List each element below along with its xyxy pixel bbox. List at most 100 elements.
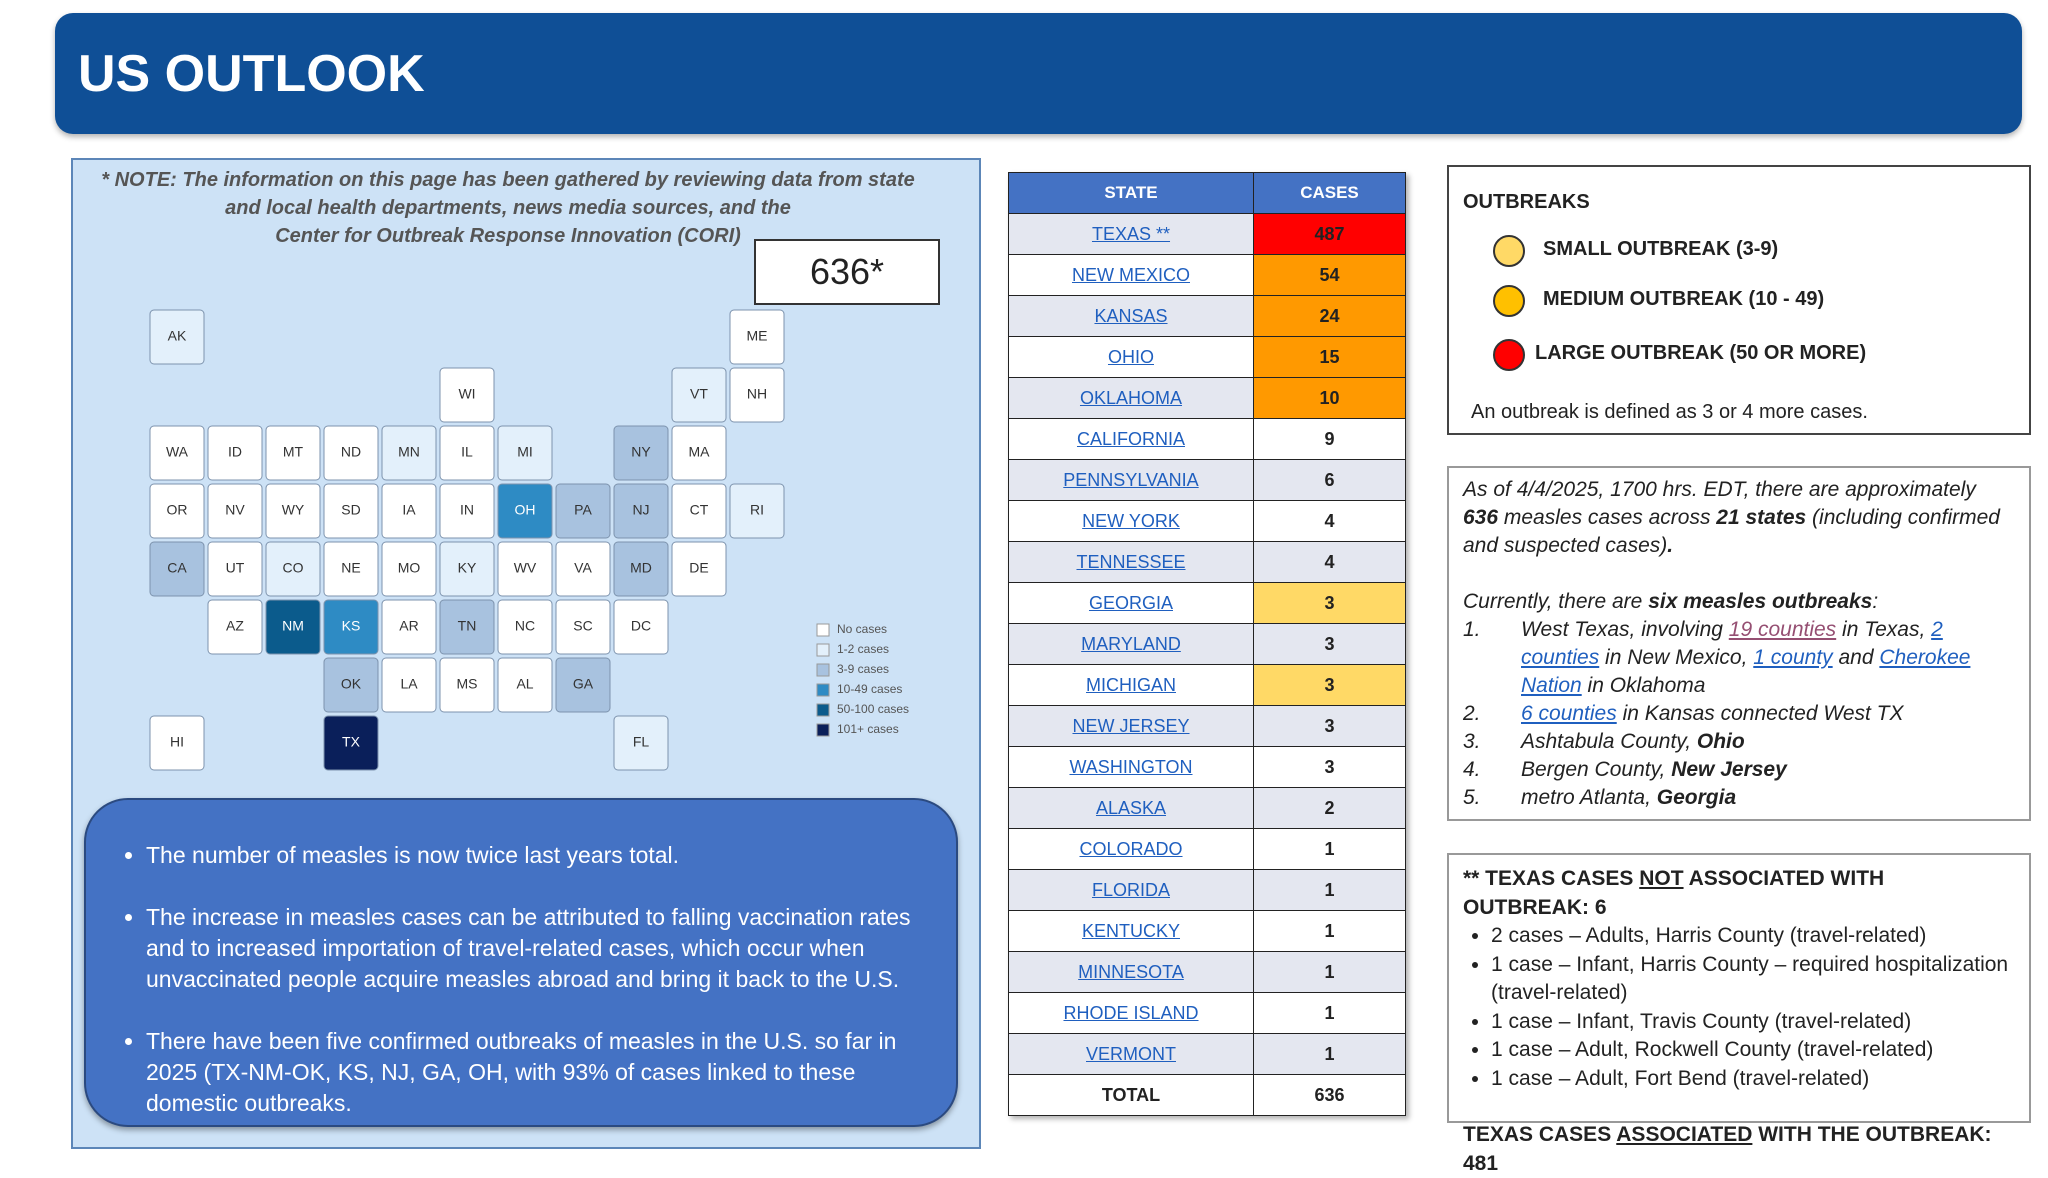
legend-label: 50-100 cases xyxy=(837,702,909,716)
state-tile xyxy=(207,599,263,655)
state-tile xyxy=(671,367,727,423)
item-marker: 3. xyxy=(1463,730,1481,753)
state-cell: NEW JERSEY xyxy=(1008,705,1254,747)
text-run: (including confirmed and suspected cases… xyxy=(1463,506,2000,557)
table-row: MARYLAND 3 xyxy=(1008,623,1406,665)
note-line: Center for Outbreak Response Innovation … xyxy=(275,225,741,246)
state-tile xyxy=(729,483,785,539)
table-row: PENNSYLVANIA 6 xyxy=(1008,459,1406,501)
state-link[interactable]: GEORGIA xyxy=(1088,592,1173,613)
state-cell: CALIFORNIA xyxy=(1008,418,1254,460)
state-tile xyxy=(265,541,321,597)
table-row: OHIO 15 xyxy=(1008,336,1406,378)
link[interactable]: 6 counties xyxy=(1521,702,1617,725)
state-link[interactable]: KENTUCKY xyxy=(1081,920,1180,941)
slide: US OUTLOOK * NOTE: The information on th… xyxy=(0,0,2048,1152)
link[interactable]: 19 counties xyxy=(1728,618,1837,641)
bullet-list: The number of measles is now twice last … xyxy=(110,840,920,1119)
state-link[interactable]: VERMONT xyxy=(1086,1043,1176,1064)
state-link[interactable]: PENNSYLVANIA xyxy=(1063,469,1199,490)
state-cell: MINNESOTA xyxy=(1008,951,1254,993)
note-line: * NOTE: The information on this page has… xyxy=(101,169,915,191)
state-label: ME xyxy=(747,328,768,344)
table-row: OKLAHOMA 10 xyxy=(1008,377,1406,419)
state-link[interactable]: NEW YORK xyxy=(1082,510,1180,531)
state-link[interactable]: MICHIGAN xyxy=(1086,674,1176,695)
state-link[interactable]: OHIO xyxy=(1107,346,1154,367)
state-label: NM xyxy=(282,618,304,634)
state-label: IL xyxy=(461,444,473,460)
cases-cell: 487 xyxy=(1253,213,1406,255)
state-link[interactable]: OKLAHOMA xyxy=(1079,387,1183,408)
cases-table: STATE CASES TEXAS ** 487 NEW MEXICO 54 KANSAS 2… xyxy=(1008,172,1406,1116)
state-tile xyxy=(207,483,263,539)
state-cell: FLORIDA xyxy=(1008,869,1254,911)
text-run: metro Atlanta, xyxy=(1521,786,1657,809)
link[interactable]: Cherokee Nation xyxy=(1521,646,1971,697)
state-tile xyxy=(381,483,437,539)
state-label: NC xyxy=(515,618,535,634)
table-row: WASHINGTON 3 xyxy=(1008,746,1406,788)
texas-heading: ** TEXAS CASES NOT ASSOCIATED WITH OUTBR… xyxy=(1463,865,2015,922)
cases-cell: 4 xyxy=(1253,541,1406,583)
state-label: TX xyxy=(342,734,361,750)
state-label: GA xyxy=(573,676,594,692)
link[interactable]: 2 counties xyxy=(1521,618,1943,669)
text-run: 21 states xyxy=(1716,506,1807,529)
state-link[interactable]: NEW MEXICO xyxy=(1071,264,1190,285)
state-cell: GEORGIA xyxy=(1008,582,1254,624)
legend-swatch xyxy=(816,683,830,697)
table-row: VERMONT 1 xyxy=(1008,1033,1406,1075)
text-run: six measles outbreaks xyxy=(1648,590,1873,613)
state-link[interactable]: TENNESSEE xyxy=(1076,551,1186,572)
outbreak-item: 1. West Texas, involving 19 counties in T… xyxy=(1463,616,2015,700)
item-text: Bergen County, New Jersey xyxy=(1521,756,1787,784)
state-tile xyxy=(265,599,321,655)
state-link[interactable]: ALASKA xyxy=(1095,797,1167,818)
texas-cases: 2 cases – Adults, Harris County (travel-… xyxy=(1463,922,2015,1093)
cases-cell: 3 xyxy=(1253,746,1406,788)
legend-label: 101+ cases xyxy=(837,722,899,736)
bullet: There have been five confirmed outbreaks… xyxy=(146,1026,920,1119)
header-bar xyxy=(55,13,2022,134)
legend-swatch xyxy=(816,703,830,717)
state-tile xyxy=(323,715,379,771)
item-text: metro Atlanta, Georgia xyxy=(1521,784,1736,812)
table-total: TOTAL 636 xyxy=(1008,1074,1406,1116)
texas-case: 1 case – Infant, Travis County (travel-r… xyxy=(1491,1008,2015,1037)
state-tile xyxy=(671,483,727,539)
state-link[interactable]: RHODE ISLAND xyxy=(1063,1002,1199,1023)
state-cell: TENNESSEE xyxy=(1008,541,1254,583)
link[interactable]: 1 county xyxy=(1753,646,1833,669)
table-row: NEW YORK 4 xyxy=(1008,500,1406,542)
state-tile xyxy=(381,541,437,597)
state-cell: OKLAHOMA xyxy=(1008,377,1254,419)
state-link[interactable]: KANSAS xyxy=(1094,305,1168,326)
cases-cell: 3 xyxy=(1253,664,1406,706)
state-tile xyxy=(265,425,321,481)
state-cell: MARYLAND xyxy=(1008,623,1254,665)
state-link[interactable]: WASHINGTON xyxy=(1069,756,1193,777)
text-run: 636 xyxy=(1463,506,1499,529)
total-value: 636 xyxy=(1253,1074,1406,1116)
total-label: TOTAL xyxy=(1008,1074,1254,1116)
state-link[interactable]: FLORIDA xyxy=(1091,879,1170,900)
box-title: OUTBREAKS xyxy=(1463,191,1590,213)
text-run: Georgia xyxy=(1656,786,1737,809)
state-link[interactable]: CALIFORNIA xyxy=(1076,428,1186,449)
state-tile xyxy=(439,599,495,655)
cases-cell: 1 xyxy=(1253,869,1406,911)
state-link[interactable]: TEXAS ** xyxy=(1091,223,1171,244)
cases-cell: 24 xyxy=(1253,295,1406,337)
state-tile xyxy=(613,483,669,539)
state-label: WV xyxy=(514,560,537,576)
state-link[interactable]: NEW JERSEY xyxy=(1072,715,1190,736)
state-link[interactable]: COLORADO xyxy=(1079,838,1183,859)
item-marker: 2. xyxy=(1463,702,1481,725)
state-tile xyxy=(613,541,669,597)
state-link[interactable]: MARYLAND xyxy=(1081,633,1181,654)
cases-cell: 9 xyxy=(1253,418,1406,460)
legend-swatch xyxy=(816,723,830,737)
state-link[interactable]: MINNESOTA xyxy=(1078,961,1184,982)
page-title: US OUTLOOK xyxy=(78,45,425,103)
